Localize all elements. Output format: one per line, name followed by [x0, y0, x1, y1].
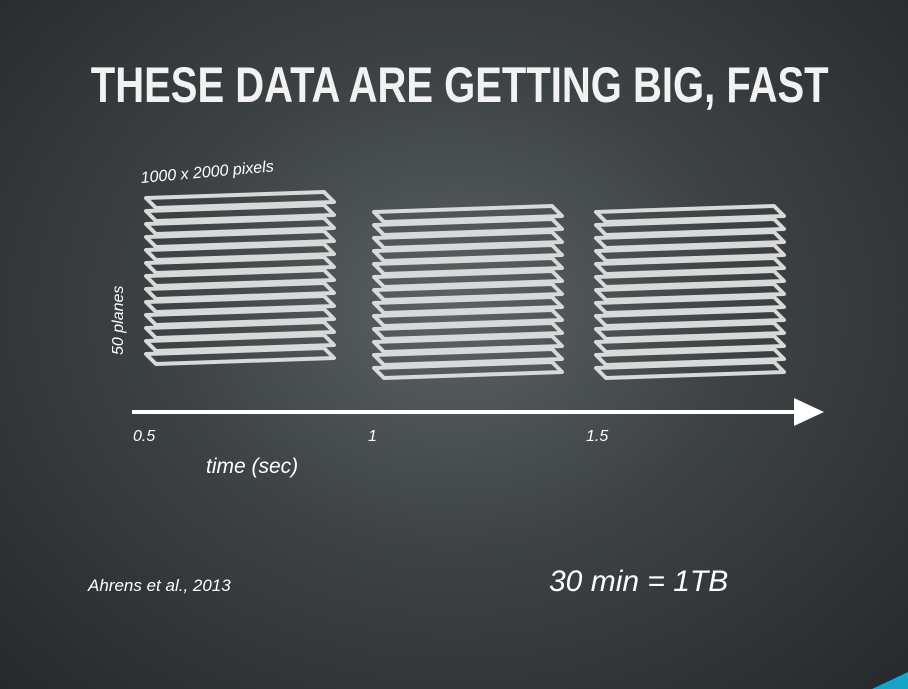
- image-plane: [144, 229, 336, 249]
- image-plane: [372, 204, 564, 224]
- time-axis-arrowhead: [794, 398, 824, 426]
- image-plane: [372, 243, 564, 263]
- image-plane: [594, 269, 786, 289]
- time-axis: [132, 398, 824, 426]
- citation: Ahrens et al., 2013: [88, 576, 231, 595]
- time-axis-label: time (sec): [206, 455, 299, 478]
- image-plane: [144, 242, 336, 262]
- image-plane: [372, 321, 564, 341]
- image-plane: [372, 217, 564, 237]
- tick-label-1-5: 1.5: [586, 428, 609, 445]
- image-plane: [594, 347, 786, 367]
- tick-label-0-5: 0.5: [133, 428, 156, 445]
- image-plane: [144, 190, 336, 210]
- tick-label-1: 1: [368, 428, 377, 445]
- image-plane: [594, 230, 786, 250]
- image-plane: [372, 269, 564, 289]
- image-plane: [144, 320, 336, 340]
- image-plane: [372, 360, 564, 380]
- image-plane: [594, 308, 786, 328]
- image-plane: [594, 295, 786, 315]
- image-plane: [594, 243, 786, 263]
- image-plane: [144, 203, 336, 223]
- slide-title: THESE DATA ARE GETTING BIG, FAST: [90, 57, 829, 113]
- image-plane: [144, 333, 336, 353]
- image-plane: [372, 230, 564, 250]
- data-size-statement: 30 min = 1TB: [549, 565, 729, 598]
- image-plane: [594, 204, 786, 224]
- image-plane: [144, 281, 336, 301]
- image-plane: [594, 360, 786, 380]
- image-plane: [594, 282, 786, 302]
- image-plane: [144, 307, 336, 327]
- plane-stack-stack-1: [372, 204, 564, 380]
- image-plane: [372, 347, 564, 367]
- plane-stack-stack-0-5: [144, 190, 336, 366]
- image-plane: [372, 256, 564, 276]
- image-plane: [372, 282, 564, 302]
- image-plane: [144, 255, 336, 275]
- image-plane: [594, 256, 786, 276]
- corner-triangle-icon: [872, 672, 908, 689]
- plane-stack-stack-1-5: [594, 204, 786, 380]
- image-plane: [144, 346, 336, 366]
- image-plane: [144, 294, 336, 314]
- image-plane: [594, 321, 786, 341]
- image-plane: [372, 295, 564, 315]
- image-plane: [144, 268, 336, 288]
- image-plane: [594, 217, 786, 237]
- image-plane: [594, 334, 786, 354]
- image-plane: [372, 334, 564, 354]
- image-plane: [144, 216, 336, 236]
- image-plane: [372, 308, 564, 328]
